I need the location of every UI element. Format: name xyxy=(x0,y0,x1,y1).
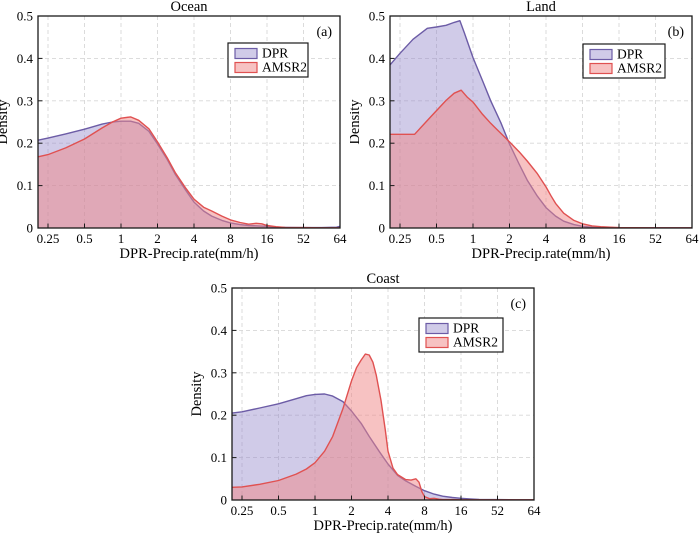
y-tick-label: 0 xyxy=(379,221,386,236)
x-tick-label: 16 xyxy=(613,231,627,246)
x-tick-label: 0.25 xyxy=(37,231,60,246)
legend-label: AMSR2 xyxy=(617,61,662,76)
x-tick-label: 0.5 xyxy=(428,231,444,246)
legend-swatch-dpr xyxy=(234,47,258,60)
y-tick-label: 0.2 xyxy=(211,408,227,423)
y-tick-label: 0.5 xyxy=(17,9,33,24)
legend-swatch-dpr xyxy=(425,322,449,335)
x-tick-label: 4 xyxy=(385,503,392,518)
tick-marks xyxy=(390,15,693,229)
x-tick-label: 16 xyxy=(455,503,469,518)
legend-swatch-amsr2 xyxy=(425,336,449,349)
x-tick-label: 16 xyxy=(261,231,275,246)
x-axis-label: DPR-Precip.rate(mm/h) xyxy=(120,246,259,262)
x-tick-label: 64 xyxy=(686,231,700,246)
x-tick-label: 4 xyxy=(191,231,198,246)
y-tick-label: 0.3 xyxy=(17,93,33,108)
amsr2-area xyxy=(38,116,340,228)
legend-label: DPR xyxy=(617,47,643,62)
x-tick-label: 2 xyxy=(154,231,161,246)
x-tick-label: 8 xyxy=(579,231,586,246)
y-tick-label: 0 xyxy=(221,493,228,508)
axes-frame xyxy=(37,15,341,229)
amsr2-area xyxy=(232,354,534,500)
x-tick-label: 1 xyxy=(470,231,477,246)
x-tick-label: 8 xyxy=(421,503,428,518)
amsr2-curve xyxy=(37,116,340,229)
x-tick-label: 0.5 xyxy=(270,503,286,518)
x-tick-label: 2 xyxy=(506,231,513,246)
x-tick-label: 64 xyxy=(528,503,542,518)
legend-label: DPR xyxy=(262,46,288,61)
x-axis-label: DPR-Precip.rate(mm/h) xyxy=(472,246,611,262)
x-axis-label: DPR-Precip.rate(mm/h) xyxy=(314,518,453,534)
coast-density-chart: 0.25 0.5 1 2 4 8 16 52 64 0 0.1 0.2 0.3 0.4 0.5 Coast DP… xyxy=(189,271,542,534)
amsr2-curve xyxy=(232,353,534,501)
y-tick-label: 0.5 xyxy=(211,281,227,296)
x-tick-label: 52 xyxy=(649,231,662,246)
y-tick-label: 0.3 xyxy=(369,93,385,108)
legend-label: AMSR2 xyxy=(453,335,498,350)
amsr2-curve xyxy=(390,89,692,229)
x-tick-label: 8 xyxy=(227,231,234,246)
axes-frame xyxy=(231,287,535,501)
panel-label: (b) xyxy=(668,25,685,40)
y-axis-label: Density xyxy=(0,99,11,145)
x-tick-label: 0.25 xyxy=(231,503,254,518)
legend-label: AMSR2 xyxy=(262,60,307,75)
chart-title: Ocean xyxy=(170,0,208,15)
panel-label: (c) xyxy=(510,297,526,312)
legend-swatch-amsr2 xyxy=(589,62,613,75)
y-tick-label: 0 xyxy=(27,221,34,236)
x-tick-label: 0.5 xyxy=(76,231,92,246)
legend-swatch-amsr2 xyxy=(234,61,258,74)
y-tick-label: 0.4 xyxy=(17,51,34,66)
y-tick-label: 0.5 xyxy=(369,9,385,24)
x-tick-label: 4 xyxy=(543,231,550,246)
panel-label: (a) xyxy=(316,25,332,40)
x-tick-label: 64 xyxy=(334,231,348,246)
ocean-density-chart: 0.25 0.5 1 2 4 8 16 52 64 0 0.1 0.2 0.3 0.4 0.5 Ocean DP… xyxy=(0,0,348,262)
amsr2-area xyxy=(390,90,692,228)
x-tick-label: 1 xyxy=(118,231,125,246)
x-tick-label: 2 xyxy=(348,503,355,518)
tick-marks xyxy=(38,15,341,229)
y-tick-label: 0.3 xyxy=(211,365,227,380)
x-tick-label: 52 xyxy=(297,231,310,246)
y-tick-label: 0.4 xyxy=(211,323,228,338)
tick-marks xyxy=(232,287,535,501)
land-density-chart: 0.25 0.5 1 2 4 8 16 52 64 0 0.1 0.2 0.3 0.4 0.5 Land DPR… xyxy=(350,0,700,262)
x-tick-label: 1 xyxy=(312,503,319,518)
y-tick-label: 0.1 xyxy=(211,450,227,465)
x-tick-label: 0.25 xyxy=(389,231,412,246)
y-tick-label: 0.1 xyxy=(17,178,33,193)
y-tick-label: 0.4 xyxy=(369,51,386,66)
y-tick-label: 0.1 xyxy=(369,178,385,193)
y-tick-label: 0.2 xyxy=(17,136,33,151)
chart-title: Coast xyxy=(366,271,399,287)
y-tick-label: 0.2 xyxy=(369,136,385,151)
y-axis-label: Density xyxy=(350,99,363,145)
axes-frame xyxy=(389,15,693,229)
legend-swatch-dpr xyxy=(589,48,613,61)
x-tick-label: 52 xyxy=(491,503,504,518)
chart-title: Land xyxy=(526,0,557,15)
legend-label: DPR xyxy=(453,321,479,336)
y-axis-label: Density xyxy=(189,371,205,417)
